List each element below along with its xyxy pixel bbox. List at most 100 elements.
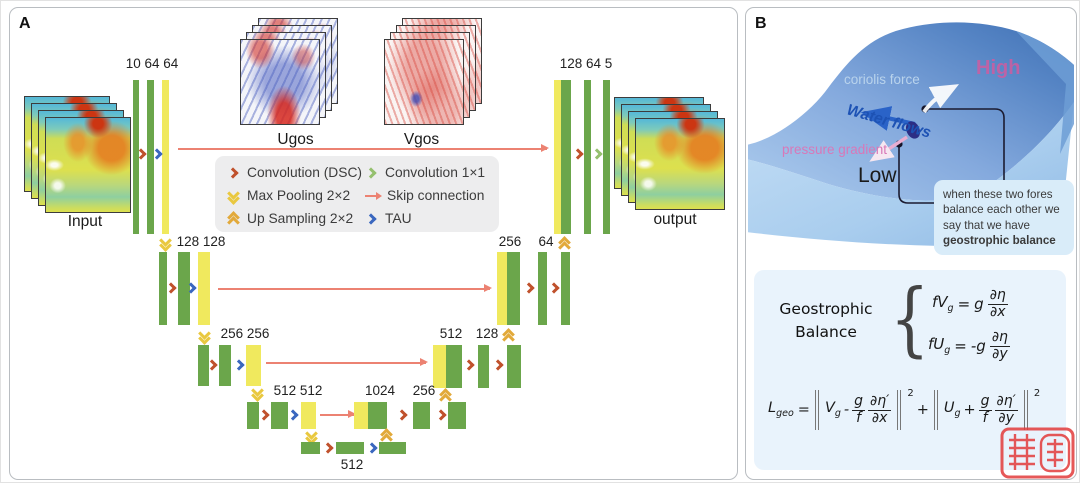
callout-line-bold: geostrophic balance [943,233,1056,247]
callout-connector-line [925,108,1005,182]
dec1-output-bar [603,80,610,234]
title-line: Balance [795,323,857,342]
conv-dsc-icon [435,409,447,421]
dec2-skip-bar [497,252,507,325]
enc1-channels-label: 10 64 64 [125,56,179,71]
dec3-conv-bar [507,345,521,388]
eq-fraction: ∂η ∂y [989,329,1010,362]
panel-b: B [745,7,1077,480]
eq-term: Lgeo [768,400,794,420]
panel-b-label: B [755,15,767,32]
equation-lgeo: Lgeo = Vg - g f ∂η′ ∂x 2 + Ug [768,388,1041,430]
eq-coef: g [974,294,984,313]
eq-equals: = [797,401,810,418]
conv-dsc-icon [396,409,408,421]
bottom-conv-bar [379,442,406,454]
upsample-icon [380,428,393,446]
mid-channels-label: 1024 [364,383,396,398]
eq-fraction: ∂η ∂x [987,287,1008,320]
enc3-conv-bar [198,345,209,386]
eq-fraction: g f [978,393,992,426]
enc3-conv-bar [219,345,231,386]
eq-term: fVg [932,293,954,315]
enc4-conv-bar [247,402,259,429]
callout-connector-line [898,144,936,204]
conv-1x1-icon [591,148,603,160]
eq-term: Ug [943,400,961,420]
enc4-feature-bar [301,402,316,429]
enc3-channels-label: 256 256 [220,326,270,341]
conv-dsc-icon [463,359,475,371]
output-caption: output [653,211,697,228]
upsample-icon [227,210,241,229]
eq-exponent: 2 [907,388,914,400]
conv-dsc-icon [572,148,584,160]
water-right-face [1016,31,1074,154]
skip-connection-arrow [320,410,356,419]
upsample-icon [439,388,452,406]
mid-conv-bar [448,402,466,429]
legend-item: Convolution 1×1 [365,165,485,180]
coriolis-force-arrow [922,84,960,114]
eq-fraction: g f [852,393,866,426]
legend-item: Up Sampling 2×2 [227,210,354,229]
dec2-conv-bar [561,252,570,325]
maxpool-icon [159,234,172,252]
dec3-skip-bar [433,345,446,388]
maxpool-icon [227,186,241,205]
legend-label: Convolution (DSC) [247,165,363,180]
bottom-channels-label: 512 [340,457,364,472]
conv-dsc-icon [492,359,504,371]
tau-icon [366,442,378,454]
upsample-icon [558,236,571,254]
dec2-conv-bar [507,252,520,325]
eq-norm: Vg - g f ∂η′ ∂x [814,390,902,430]
skip-connection-arrow [218,284,492,293]
enc2-feature-bar [198,252,210,325]
geostrophic-balance-callout: when these two fores balance each other … [934,180,1074,256]
architecture-legend: Convolution (DSC) Max Pooling 2×2 Up Sam… [215,156,499,232]
tau-icon [365,212,379,226]
panel-a: A Input Ugos Vgos [9,7,738,480]
conv-dsc-icon [258,409,270,421]
coriolis-force-label: coriolis force [844,72,920,87]
conv-1x1-icon [365,166,379,180]
enc2-conv-bar [178,252,190,325]
skip-connection-arrow [178,144,549,153]
dec3-conv-bar [446,345,462,388]
water-parcel-dot [905,121,921,139]
enc1-feature-bar [162,80,169,234]
output-map-layer [635,118,725,210]
ugos-caption: Ugos [277,131,314,148]
enc4-conv-bar [271,402,288,429]
enc1-conv-bar [133,80,139,234]
brace-glyph: { [890,271,930,366]
skip-icon [365,191,382,200]
dec1-conv-bar [561,80,571,234]
dec3-channels-label: 128 [475,326,499,341]
skip-connection-arrow [266,358,428,367]
conv-dsc-icon [548,282,560,294]
equation-fug: fUg = -g ∂η ∂y [928,330,1010,362]
mid-conv-bar [413,402,430,429]
mid-skip-bar [354,402,368,429]
legend-label: TAU [385,211,412,226]
water-top-surface [748,22,1074,201]
eq-fraction: ∂η′ ∂y [994,393,1018,426]
callout-line: say that we have [943,218,1031,232]
eq-operator: - [843,401,850,418]
eq-term: Vg [824,400,841,420]
eq-equals: = [957,294,971,313]
eq-term: fUg [928,335,951,357]
maxpool-icon [251,384,264,402]
eq-operator: + [916,401,929,418]
eq-exponent: 2 [1033,388,1041,400]
legend-label: Up Sampling 2×2 [247,211,354,226]
conv-dsc-icon [322,442,334,454]
dec2-conv-bar [538,252,547,325]
legend-item: Convolution (DSC) [227,165,362,180]
ugos-map-layer [240,39,320,125]
vgos-caption: Vgos [403,131,440,148]
geostrophic-balance-title: Geostrophic Balance [766,298,886,345]
mid-conv-bar [368,402,387,429]
